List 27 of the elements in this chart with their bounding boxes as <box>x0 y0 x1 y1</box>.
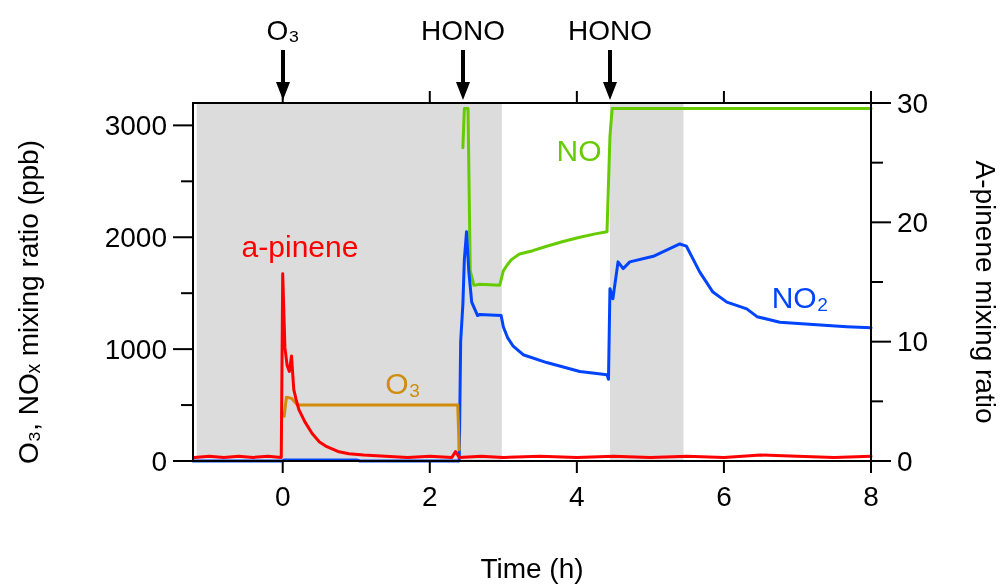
x-tick-label: 2 <box>422 481 438 512</box>
y-tick-label: 0 <box>151 445 167 477</box>
line-series <box>191 230 873 463</box>
y-axis-title: O₃, NOₓ mixing ratio (ppb) <box>13 139 44 465</box>
series-label: a-pinene <box>241 229 359 263</box>
y-tick-label: 3000 <box>104 110 167 142</box>
line-series <box>192 272 873 459</box>
text: HONO <box>568 15 652 46</box>
text: HONO <box>421 15 505 46</box>
y2-tick-label: 10 <box>897 326 929 358</box>
series-label: NO <box>556 133 602 167</box>
x-tick-label: 6 <box>716 481 732 512</box>
y-tick-label: 2000 <box>104 222 167 254</box>
line-series <box>282 395 461 452</box>
line-series <box>461 107 873 287</box>
x-axis-title: Time (h) <box>480 553 584 584</box>
y2-axis-title: A-pinene mixing ratio <box>970 160 1001 424</box>
x-tick-label: 4 <box>569 481 585 512</box>
y-tick-label: 1000 <box>104 333 167 365</box>
series-label: NO₂ <box>771 280 829 314</box>
x-tick-label: 8 <box>863 481 879 512</box>
y2-tick-label: 0 <box>897 445 913 477</box>
text: O₃ <box>266 15 300 46</box>
y2-tick-label: 20 <box>897 207 929 239</box>
y2-tick-label: 30 <box>897 87 929 119</box>
series-label: O₃ <box>385 366 421 400</box>
x-tick-label: 0 <box>274 481 291 512</box>
